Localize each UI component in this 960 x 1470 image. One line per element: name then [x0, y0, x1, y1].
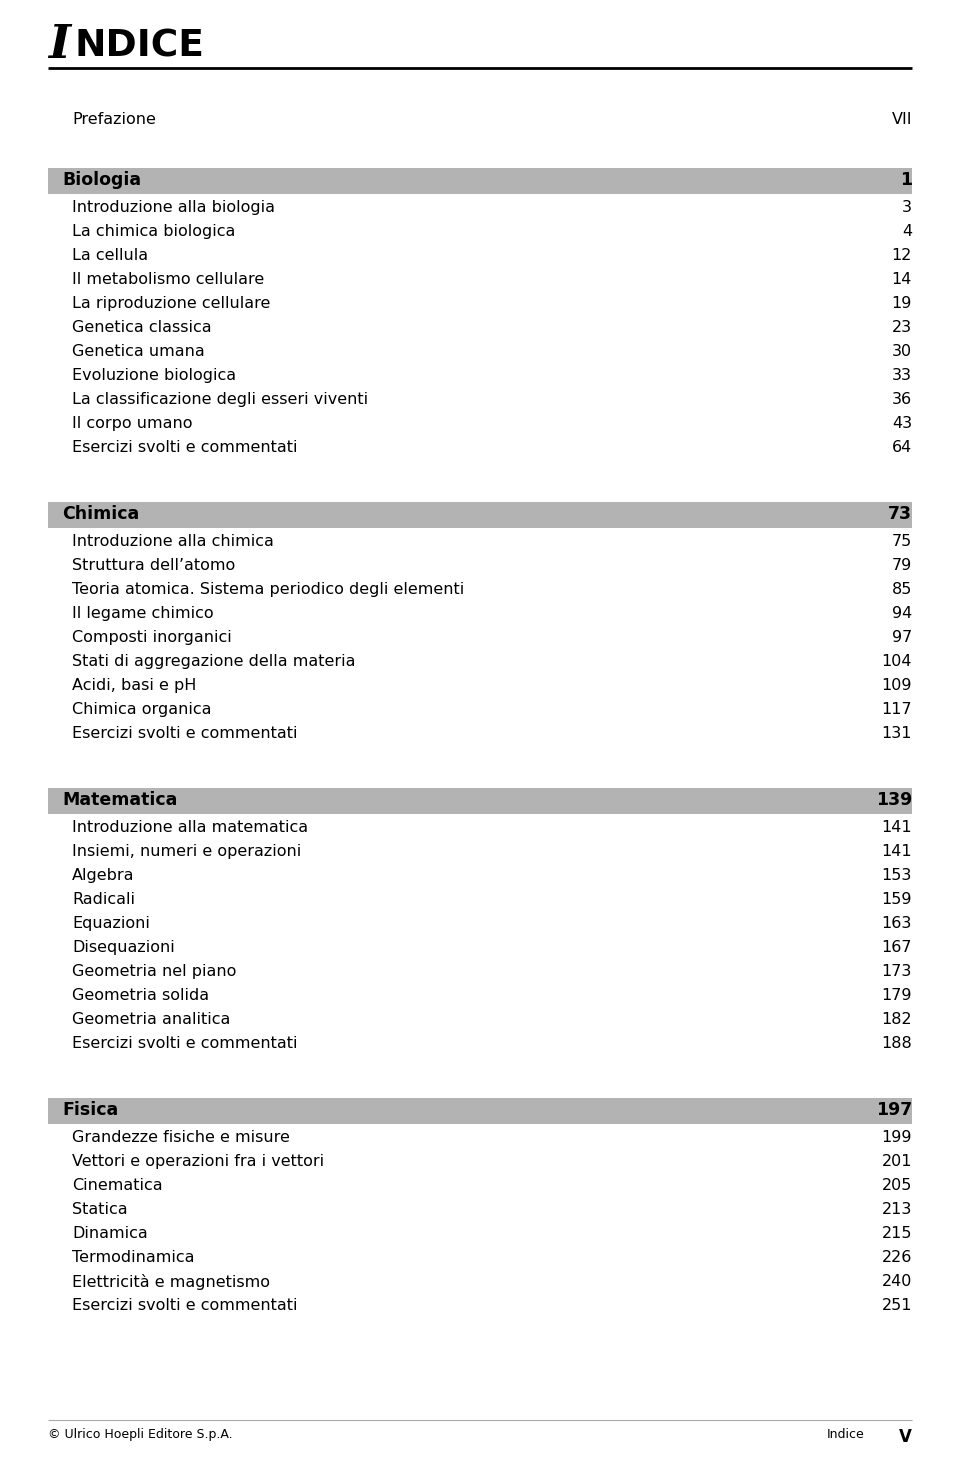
Text: 33: 33	[892, 368, 912, 384]
Text: 109: 109	[881, 678, 912, 692]
Bar	[48, 501, 912, 528]
Text: Acidi, basi e pH: Acidi, basi e pH	[72, 678, 197, 692]
Text: 159: 159	[881, 892, 912, 907]
Text: Introduzione alla biologia: Introduzione alla biologia	[72, 200, 275, 215]
Text: 4: 4	[901, 223, 912, 240]
Text: Biologia: Biologia	[62, 171, 141, 190]
Text: Geometria solida: Geometria solida	[72, 988, 209, 1003]
Bar	[48, 788, 912, 814]
Text: 213: 213	[881, 1202, 912, 1217]
Text: 199: 199	[881, 1130, 912, 1145]
Text: 240: 240	[881, 1274, 912, 1289]
Text: 1: 1	[900, 171, 912, 190]
Bar	[48, 168, 912, 194]
Text: 141: 141	[881, 844, 912, 858]
Text: 75: 75	[892, 534, 912, 548]
Text: Introduzione alla chimica: Introduzione alla chimica	[72, 534, 274, 548]
Text: Algebra: Algebra	[72, 867, 134, 883]
Text: I: I	[48, 22, 70, 68]
Text: 19: 19	[892, 295, 912, 312]
Text: 104: 104	[881, 654, 912, 669]
Text: Statica: Statica	[72, 1202, 128, 1217]
Text: La cellula: La cellula	[72, 248, 148, 263]
Text: 97: 97	[892, 631, 912, 645]
Text: Genetica umana: Genetica umana	[72, 344, 204, 359]
Text: 64: 64	[892, 440, 912, 456]
Text: Elettricità e magnetismo: Elettricità e magnetismo	[72, 1274, 270, 1291]
Text: 30: 30	[892, 344, 912, 359]
Text: Il corpo umano: Il corpo umano	[72, 416, 193, 431]
Text: 188: 188	[881, 1036, 912, 1051]
Text: 117: 117	[881, 703, 912, 717]
Text: 226: 226	[881, 1250, 912, 1266]
Text: Il legame chimico: Il legame chimico	[72, 606, 214, 620]
Text: 173: 173	[881, 964, 912, 979]
Text: Genetica classica: Genetica classica	[72, 320, 211, 335]
Text: Radicali: Radicali	[72, 892, 135, 907]
Text: Dinamica: Dinamica	[72, 1226, 148, 1241]
Text: 201: 201	[881, 1154, 912, 1169]
Text: 163: 163	[881, 916, 912, 931]
Text: 197: 197	[876, 1101, 912, 1119]
Text: Cinematica: Cinematica	[72, 1177, 162, 1194]
Text: Esercizi svolti e commentati: Esercizi svolti e commentati	[72, 440, 298, 456]
Text: Vettori e operazioni fra i vettori: Vettori e operazioni fra i vettori	[72, 1154, 324, 1169]
Text: Matematica: Matematica	[62, 791, 178, 808]
Text: 43: 43	[892, 416, 912, 431]
Text: Introduzione alla matematica: Introduzione alla matematica	[72, 820, 308, 835]
Text: Grandezze fisiche e misure: Grandezze fisiche e misure	[72, 1130, 290, 1145]
Text: Prefazione: Prefazione	[72, 112, 156, 126]
Text: 3: 3	[902, 200, 912, 215]
Text: La chimica biologica: La chimica biologica	[72, 223, 235, 240]
Text: 85: 85	[892, 582, 912, 597]
Text: 131: 131	[881, 726, 912, 741]
Text: Evoluzione biologica: Evoluzione biologica	[72, 368, 236, 384]
Bar	[48, 1098, 912, 1125]
Text: Insiemi, numeri e operazioni: Insiemi, numeri e operazioni	[72, 844, 301, 858]
Text: 182: 182	[881, 1011, 912, 1028]
Text: Composti inorganici: Composti inorganici	[72, 631, 231, 645]
Text: 14: 14	[892, 272, 912, 287]
Text: 205: 205	[881, 1177, 912, 1194]
Text: 153: 153	[881, 867, 912, 883]
Text: 12: 12	[892, 248, 912, 263]
Text: La riproduzione cellulare: La riproduzione cellulare	[72, 295, 271, 312]
Text: 36: 36	[892, 392, 912, 407]
Text: Struttura dell’atomo: Struttura dell’atomo	[72, 559, 235, 573]
Text: 79: 79	[892, 559, 912, 573]
Text: 215: 215	[881, 1226, 912, 1241]
Text: Fisica: Fisica	[62, 1101, 118, 1119]
Text: NDICE: NDICE	[74, 28, 204, 65]
Text: Teoria atomica. Sistema periodico degli elementi: Teoria atomica. Sistema periodico degli …	[72, 582, 465, 597]
Text: Disequazioni: Disequazioni	[72, 939, 175, 956]
Text: 167: 167	[881, 939, 912, 956]
Text: 94: 94	[892, 606, 912, 620]
Text: Chimica: Chimica	[62, 506, 139, 523]
Text: V: V	[900, 1427, 912, 1446]
Text: 141: 141	[881, 820, 912, 835]
Text: Termodinamica: Termodinamica	[72, 1250, 195, 1266]
Text: Stati di aggregazione della materia: Stati di aggregazione della materia	[72, 654, 355, 669]
Text: Esercizi svolti e commentati: Esercizi svolti e commentati	[72, 1036, 298, 1051]
Text: Esercizi svolti e commentati: Esercizi svolti e commentati	[72, 726, 298, 741]
Text: VII: VII	[892, 112, 912, 126]
Text: 179: 179	[881, 988, 912, 1003]
Text: La classificazione degli esseri viventi: La classificazione degli esseri viventi	[72, 392, 368, 407]
Text: Il metabolismo cellulare: Il metabolismo cellulare	[72, 272, 264, 287]
Text: Chimica organica: Chimica organica	[72, 703, 211, 717]
Text: Geometria analitica: Geometria analitica	[72, 1011, 230, 1028]
Text: © Ulrico Hoepli Editore S.p.A.: © Ulrico Hoepli Editore S.p.A.	[48, 1427, 232, 1441]
Text: 251: 251	[881, 1298, 912, 1313]
Text: Geometria nel piano: Geometria nel piano	[72, 964, 236, 979]
Text: Esercizi svolti e commentati: Esercizi svolti e commentati	[72, 1298, 298, 1313]
Text: 139: 139	[876, 791, 912, 808]
Text: Equazioni: Equazioni	[72, 916, 150, 931]
Text: Indice: Indice	[827, 1427, 864, 1441]
Text: 23: 23	[892, 320, 912, 335]
Text: 73: 73	[888, 506, 912, 523]
